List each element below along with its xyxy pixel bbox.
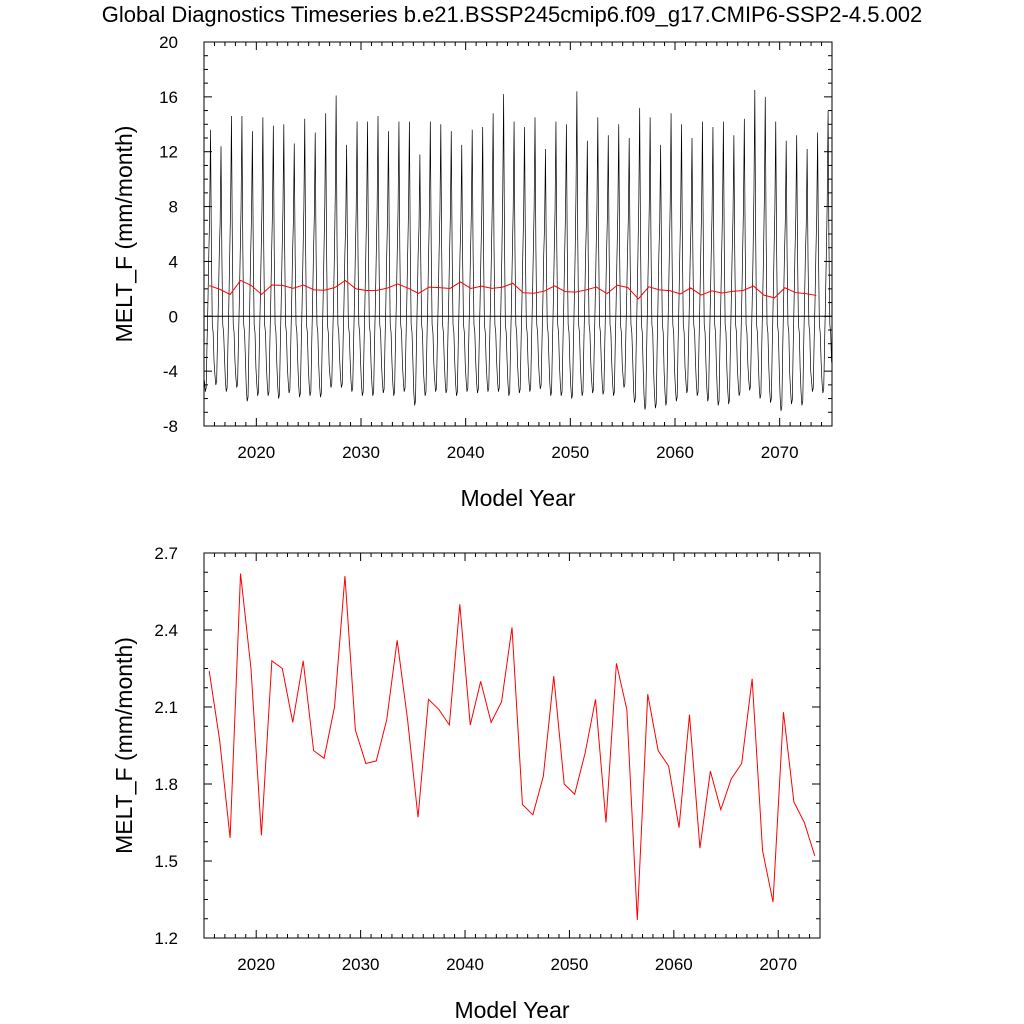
x-axis-label: Model Year	[460, 485, 575, 511]
y-tick-label: 8	[169, 198, 178, 217]
y-tick-label: 0	[169, 307, 178, 326]
y-tick-label: 2.1	[154, 698, 178, 717]
x-tick-label: 2030	[342, 443, 380, 462]
y-tick-label: 1.5	[154, 852, 178, 871]
x-tick-label: 2050	[551, 443, 589, 462]
monthly-series-line	[204, 89, 832, 411]
figure-title: Global Diagnostics Timeseries b.e21.BSSP…	[101, 2, 923, 27]
x-tick-label: 2060	[655, 955, 693, 974]
x-axis-label: Model Year	[454, 997, 569, 1023]
y-tick-label: -4	[163, 362, 178, 381]
y-axis-label: MELT_F (mm/month)	[111, 637, 137, 854]
x-tick-label: 2020	[237, 443, 275, 462]
y-tick-label: 1.2	[154, 929, 178, 948]
y-tick-label: 12	[159, 143, 178, 162]
x-tick-label: 2050	[551, 955, 589, 974]
top-panel: 2020 2030 2040 2050 2060 2070 -8 -4 0 4 8 12 16 20 Mod…	[111, 33, 833, 511]
y-tick-label: 4	[169, 252, 178, 271]
x-tick-label: 2040	[447, 443, 485, 462]
y-tick-label: 1.8	[154, 775, 178, 794]
y-tick-label: 20	[159, 33, 178, 52]
y-tick-label: 16	[159, 88, 178, 107]
y-tick-label: 2.7	[154, 544, 178, 563]
x-tick-label: 2060	[656, 443, 694, 462]
y-tick-label: -8	[163, 417, 178, 436]
y-tick-label: 2.4	[154, 621, 178, 640]
bottom-panel: 2020 2030 2040 2050 2060 2070 1.2 1.5 1.8 2.1 2.4 2…	[111, 544, 821, 1023]
y-axis-label: MELT_F (mm/month)	[111, 126, 137, 343]
plot-frame	[203, 41, 833, 427]
x-tick-label: 2070	[761, 443, 799, 462]
annual-mean-series-line	[208, 573, 816, 921]
annual-mean-series-line	[209, 279, 817, 300]
x-tick-label: 2040	[446, 955, 484, 974]
x-tick-label: 2020	[237, 955, 275, 974]
x-tick-label: 2030	[342, 955, 380, 974]
x-tick-label: 2070	[759, 955, 797, 974]
plot-frame	[203, 552, 821, 939]
